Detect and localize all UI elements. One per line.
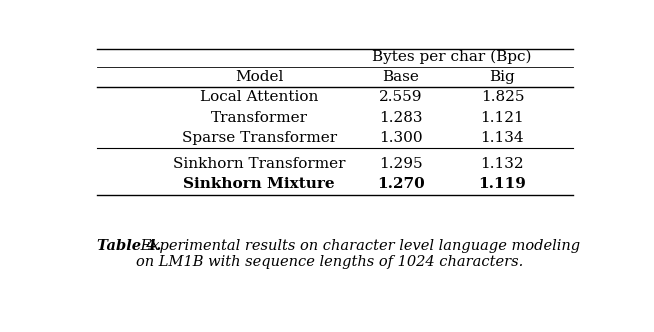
Text: Big: Big [490, 70, 515, 84]
Text: 1.270: 1.270 [377, 177, 425, 191]
Text: 1.121: 1.121 [481, 111, 525, 125]
Text: 2.559: 2.559 [379, 90, 423, 104]
Text: Bytes per char (Bpc): Bytes per char (Bpc) [372, 49, 532, 64]
Text: Sinkhorn Transformer: Sinkhorn Transformer [173, 157, 345, 171]
Text: 1.295: 1.295 [379, 157, 423, 171]
Text: 1.132: 1.132 [481, 157, 525, 171]
Text: Sinkhorn Mixture: Sinkhorn Mixture [183, 177, 335, 191]
Text: 1.119: 1.119 [479, 177, 526, 191]
Text: Table 4.: Table 4. [97, 239, 162, 253]
Text: Experimental results on character level language modeling
on LM1B with sequence : Experimental results on character level … [137, 239, 581, 270]
Text: 1.283: 1.283 [379, 111, 423, 125]
Text: Local Attention: Local Attention [200, 90, 318, 104]
Text: 1.134: 1.134 [481, 131, 525, 145]
Text: Transformer: Transformer [211, 111, 307, 125]
Text: Base: Base [383, 70, 419, 84]
Text: 1.825: 1.825 [481, 90, 525, 104]
Text: Sparse Transformer: Sparse Transformer [182, 131, 337, 145]
Text: 1.300: 1.300 [379, 131, 423, 145]
Text: Model: Model [235, 70, 283, 84]
